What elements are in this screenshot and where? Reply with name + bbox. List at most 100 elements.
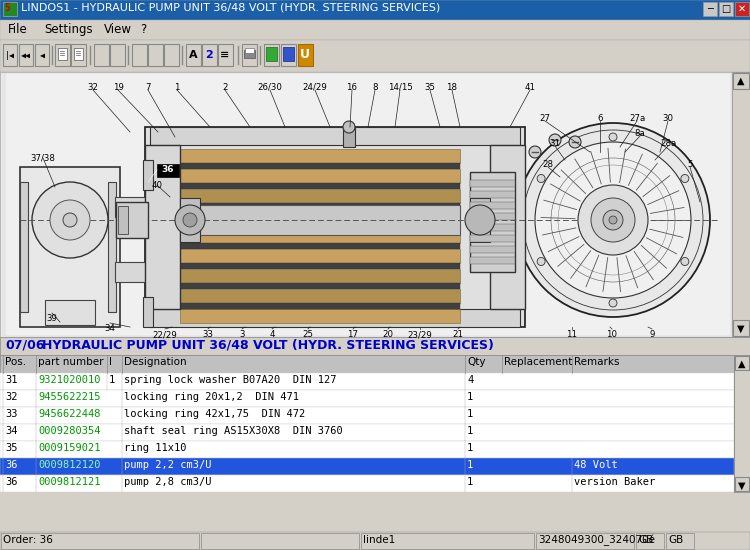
Bar <box>164 44 179 66</box>
Text: U: U <box>300 48 310 62</box>
Circle shape <box>529 146 541 158</box>
Bar <box>180 163 460 169</box>
Bar <box>3 44 17 66</box>
Bar <box>143 160 153 190</box>
Text: 0009280354: 0009280354 <box>38 426 101 436</box>
Bar <box>735 2 749 16</box>
Text: Settings: Settings <box>44 23 93 36</box>
Text: part number: part number <box>38 357 104 367</box>
Circle shape <box>578 185 648 255</box>
Bar <box>470 202 515 209</box>
Bar <box>0 20 750 40</box>
Text: ring 11x10: ring 11x10 <box>124 443 187 453</box>
Circle shape <box>465 205 495 235</box>
Text: 33: 33 <box>5 409 17 419</box>
Text: ▲: ▲ <box>738 359 746 369</box>
Text: shaft seal ring AS15X30X8  DIN 3760: shaft seal ring AS15X30X8 DIN 3760 <box>124 426 343 436</box>
Text: 25: 25 <box>302 330 313 339</box>
Bar <box>490 145 525 309</box>
Bar <box>145 127 525 327</box>
Bar <box>118 206 128 234</box>
Bar <box>20 167 120 327</box>
Bar <box>116 202 148 238</box>
Text: Pos.: Pos. <box>5 357 26 367</box>
Text: 39: 39 <box>46 314 58 323</box>
Bar <box>343 127 355 147</box>
Bar <box>242 44 257 66</box>
Text: 4: 4 <box>269 330 274 339</box>
Text: ─: ─ <box>707 4 713 14</box>
Bar <box>719 2 733 16</box>
Text: 37/38: 37/38 <box>31 153 56 162</box>
Bar <box>218 44 233 66</box>
Text: A: A <box>189 50 197 60</box>
Bar <box>0 390 734 407</box>
Bar <box>180 205 460 235</box>
Text: 31: 31 <box>5 375 17 385</box>
Bar <box>145 145 180 309</box>
Bar <box>266 47 277 61</box>
Text: 34: 34 <box>5 426 17 436</box>
Circle shape <box>535 142 691 298</box>
Text: version Baker: version Baker <box>574 477 656 487</box>
Bar <box>264 44 279 66</box>
Circle shape <box>549 134 561 146</box>
Text: 27: 27 <box>539 114 550 123</box>
Text: 17: 17 <box>347 330 358 339</box>
Circle shape <box>50 200 90 240</box>
Bar <box>470 224 515 231</box>
Text: View: View <box>104 23 132 36</box>
Bar <box>0 458 734 475</box>
Text: 48 Volt: 48 Volt <box>574 460 618 470</box>
Bar <box>35 44 49 66</box>
Bar <box>470 172 515 272</box>
Bar <box>180 269 460 283</box>
Circle shape <box>63 213 77 227</box>
Bar <box>74 48 83 60</box>
Bar <box>733 73 749 89</box>
Bar <box>58 48 67 60</box>
Text: 31: 31 <box>550 139 560 148</box>
Text: 1: 1 <box>467 443 473 453</box>
Bar <box>94 44 109 66</box>
Bar <box>180 198 200 242</box>
Bar <box>180 223 460 229</box>
Text: 1: 1 <box>467 477 473 487</box>
Bar <box>3 2 17 16</box>
Text: GB: GB <box>638 535 653 545</box>
Text: 22/29: 22/29 <box>153 330 177 339</box>
Text: 5: 5 <box>687 160 693 169</box>
Bar <box>115 262 145 282</box>
Text: 19: 19 <box>112 83 124 92</box>
Bar <box>150 309 520 327</box>
Text: 18: 18 <box>446 83 458 92</box>
Circle shape <box>591 198 635 242</box>
Bar <box>703 2 717 16</box>
Bar <box>45 300 95 325</box>
Bar <box>734 355 750 492</box>
Bar <box>186 44 201 66</box>
Text: Replacement: Replacement <box>504 357 572 367</box>
Text: □: □ <box>722 4 730 14</box>
Text: locking ring 20x1,2  DIN 471: locking ring 20x1,2 DIN 471 <box>124 392 299 402</box>
Bar <box>71 44 86 66</box>
Text: 28: 28 <box>542 160 554 169</box>
Text: 24/29: 24/29 <box>302 83 327 92</box>
Bar <box>180 189 460 203</box>
Bar <box>0 40 750 72</box>
Text: 32: 32 <box>5 392 17 402</box>
Bar <box>20 182 28 312</box>
Circle shape <box>537 174 545 183</box>
Bar <box>143 297 153 327</box>
Bar <box>180 209 460 223</box>
Text: 34: 34 <box>104 324 116 333</box>
Text: 33: 33 <box>202 330 214 339</box>
Bar <box>470 191 515 198</box>
Bar <box>180 229 460 243</box>
Bar <box>470 180 515 187</box>
Text: 36: 36 <box>5 460 17 470</box>
Bar <box>132 44 147 66</box>
Text: 9: 9 <box>650 330 655 339</box>
Bar <box>157 164 179 177</box>
Text: spring lock washer B07A20  DIN 127: spring lock washer B07A20 DIN 127 <box>124 375 337 385</box>
